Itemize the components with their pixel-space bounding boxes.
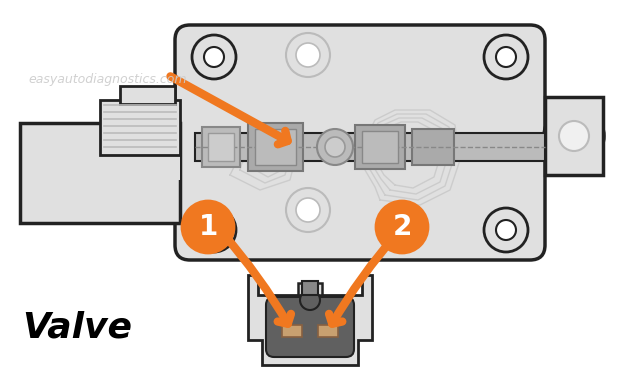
- Circle shape: [204, 47, 224, 67]
- Text: 2: 2: [392, 213, 412, 241]
- Circle shape: [192, 208, 236, 252]
- Circle shape: [496, 220, 516, 240]
- Bar: [255, 129, 296, 165]
- Bar: [202, 127, 240, 167]
- Bar: [175, 105, 180, 180]
- Bar: [412, 129, 454, 165]
- Circle shape: [376, 201, 428, 253]
- Text: easyautodiagnostics.com: easyautodiagnostics.com: [28, 74, 187, 87]
- Text: Valve: Valve: [22, 310, 132, 344]
- Bar: [355, 125, 405, 169]
- Circle shape: [192, 35, 236, 79]
- Bar: [318, 325, 338, 337]
- Bar: [248, 123, 303, 171]
- Circle shape: [317, 129, 353, 165]
- Bar: [100, 100, 180, 155]
- Bar: [298, 283, 322, 295]
- Circle shape: [286, 33, 330, 77]
- Circle shape: [182, 201, 234, 253]
- Circle shape: [300, 290, 320, 310]
- Circle shape: [484, 208, 528, 252]
- Text: 1: 1: [198, 213, 218, 241]
- Circle shape: [484, 35, 528, 79]
- Bar: [20, 123, 180, 223]
- FancyBboxPatch shape: [175, 25, 545, 260]
- Circle shape: [204, 220, 224, 240]
- Polygon shape: [248, 275, 372, 365]
- Circle shape: [325, 137, 345, 157]
- Bar: [195, 133, 545, 161]
- Bar: [282, 325, 302, 337]
- Circle shape: [296, 43, 320, 67]
- Circle shape: [286, 188, 330, 232]
- Bar: [208, 133, 234, 161]
- Bar: [362, 131, 398, 163]
- Bar: [302, 281, 318, 295]
- Circle shape: [559, 121, 589, 151]
- FancyBboxPatch shape: [266, 297, 354, 357]
- Circle shape: [296, 198, 320, 222]
- Circle shape: [496, 47, 516, 67]
- Bar: [545, 97, 603, 175]
- Circle shape: [544, 106, 604, 166]
- Bar: [120, 86, 175, 104]
